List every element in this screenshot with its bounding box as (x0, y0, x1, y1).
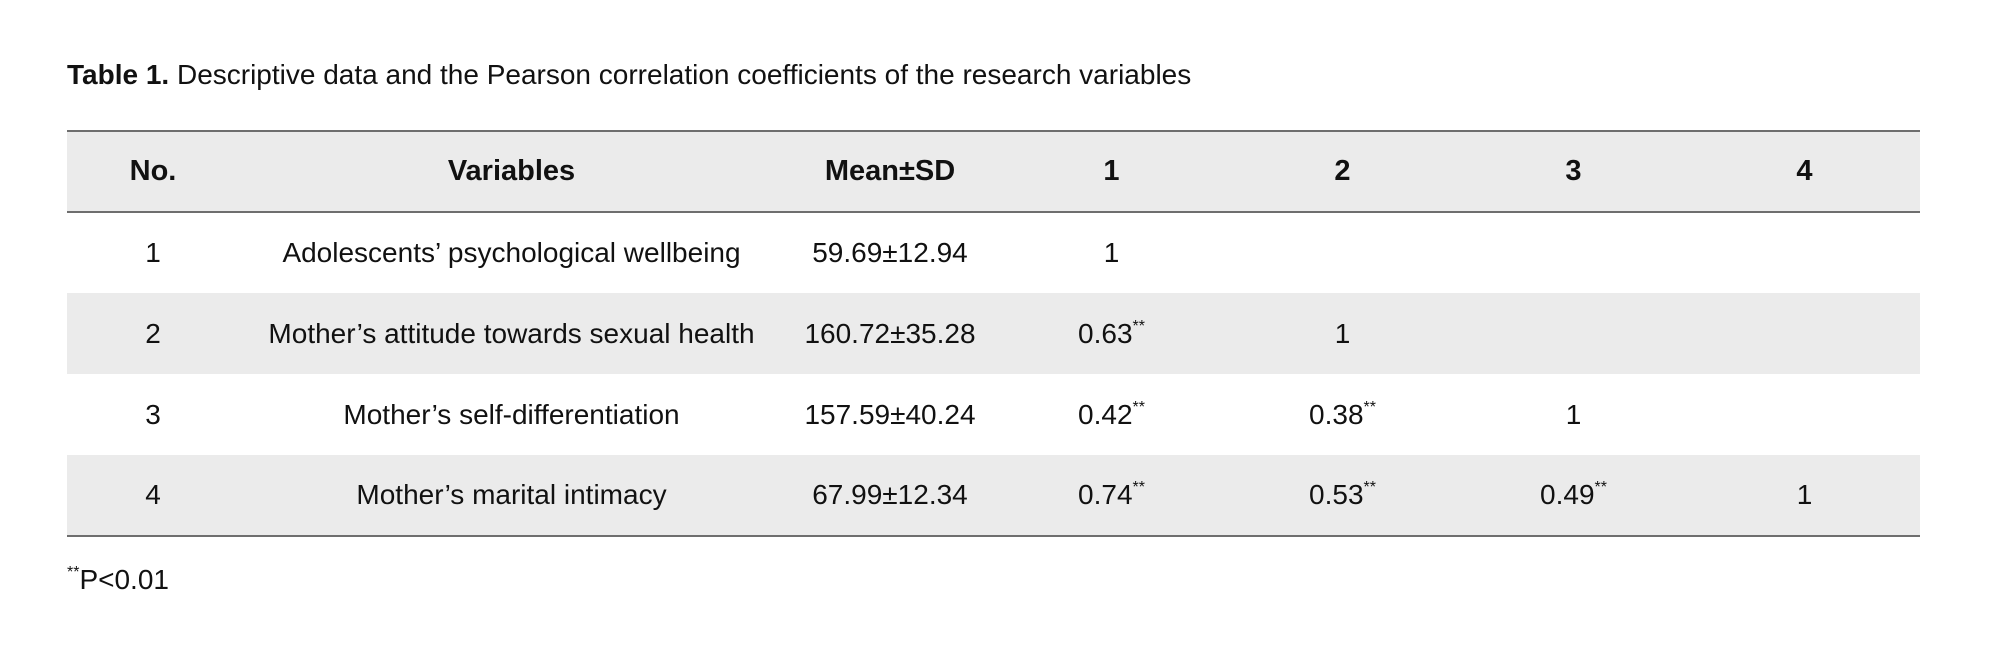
header-no: No. (67, 130, 239, 213)
footnote-text: P<0.01 (79, 564, 169, 595)
correlation-table: No. Variables Mean±SD 1 2 3 4 1 Adolesce… (67, 130, 1920, 537)
header-mean-sd: Mean±SD (784, 130, 996, 213)
footnote-marker: ** (67, 564, 80, 581)
cell-corr-1: 0.63** (996, 293, 1227, 374)
cell-corr-2 (1227, 212, 1458, 293)
cell-value: 0.53 (1309, 479, 1364, 510)
significance-marker: ** (1363, 398, 1376, 416)
table-label: Table 1. (67, 59, 170, 90)
cell-corr-2: 1 (1227, 293, 1458, 374)
cell-mean-sd: 157.59±40.24 (804, 398, 976, 430)
header-variables: Variables (239, 130, 784, 213)
cell-corr-3: 0.49** (1458, 455, 1689, 537)
header-col-3: 3 (1458, 130, 1689, 213)
significance-marker: ** (1132, 317, 1145, 335)
cell-corr-3 (1458, 293, 1689, 374)
table-row: 2 Mother’s attitude towards sexual healt… (67, 293, 1920, 374)
cell-corr-1: 1 (996, 212, 1227, 293)
cell-value: 1 (1565, 398, 1582, 430)
cell-corr-3 (1458, 212, 1689, 293)
significance-marker: ** (1594, 479, 1607, 496)
cell-value: 0.38 (1309, 398, 1364, 430)
cell-mean-sd: 67.99±12.34 (784, 455, 996, 537)
table-footnote: **P<0.01 (67, 562, 169, 598)
cell-variable: Mother’s self-differentiation (343, 398, 680, 430)
cell-variable: Mother’s attitude towards sexual health (268, 317, 755, 349)
cell-corr-1: 0.42** (996, 374, 1227, 455)
cell-variable: Mother’s marital intimacy (239, 455, 784, 537)
cell-value: 1 (1103, 237, 1120, 268)
significance-marker: ** (1132, 479, 1145, 496)
significance-marker: ** (1132, 398, 1145, 416)
cell-value: 0.42 (1078, 398, 1133, 430)
cell-corr-2: 0.53** (1227, 455, 1458, 537)
cell-corr-4 (1689, 212, 1920, 293)
header-col-1: 1 (996, 130, 1227, 213)
cell-value: 1 (1796, 479, 1813, 510)
table-row: 1 Adolescents’ psychological wellbeing 5… (67, 212, 1920, 293)
cell-corr-2: 0.38** (1227, 374, 1458, 455)
header-col-2: 2 (1227, 130, 1458, 213)
table-row: 3 Mother’s self-differentiation 157.59±4… (67, 374, 1920, 455)
cell-no: 2 (145, 317, 161, 349)
cell-no: 4 (67, 455, 239, 537)
cell-corr-1: 0.74** (996, 455, 1227, 537)
cell-variable: Adolescents’ psychological wellbeing (282, 237, 741, 268)
cell-corr-4 (1689, 374, 1920, 455)
cell-mean-sd: 59.69±12.94 (812, 237, 968, 268)
cell-value: 1 (1334, 317, 1351, 349)
significance-marker: ** (1363, 479, 1376, 496)
cell-no: 1 (145, 237, 161, 268)
cell-value: 0.74 (1078, 479, 1133, 510)
table-row: 4 Mother’s marital intimacy 67.99±12.34 … (67, 455, 1920, 537)
header-col-4: 4 (1689, 130, 1920, 213)
header-row: No. Variables Mean±SD 1 2 3 4 (67, 130, 1920, 213)
cell-value: 0.63 (1078, 317, 1133, 349)
table-caption: Table 1. Descriptive data and the Pearso… (67, 57, 1191, 93)
cell-value: 0.49 (1540, 479, 1595, 510)
cell-no: 3 (145, 398, 161, 430)
table-title: Descriptive data and the Pearson correla… (176, 59, 1192, 90)
cell-corr-4: 1 (1689, 455, 1920, 537)
cell-corr-3: 1 (1458, 374, 1689, 455)
cell-mean-sd: 160.72±35.28 (804, 317, 976, 349)
cell-corr-4 (1689, 293, 1920, 374)
